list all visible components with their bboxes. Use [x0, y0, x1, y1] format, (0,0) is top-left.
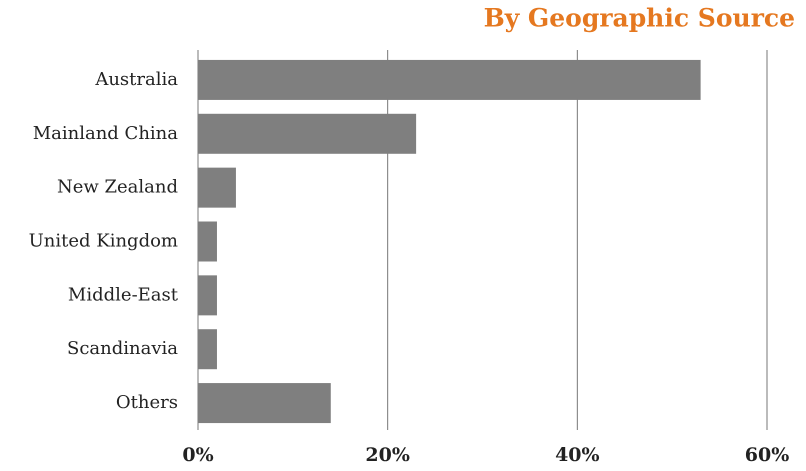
- bar: [198, 59, 701, 100]
- x-tick-label: 0%: [182, 444, 213, 466]
- x-tick-label: 60%: [745, 444, 790, 466]
- bar: [198, 167, 236, 208]
- bar: [198, 221, 217, 262]
- y-tick-label: New Zealand: [57, 177, 178, 198]
- y-tick-label: Australia: [94, 69, 178, 90]
- bar: [198, 383, 331, 424]
- bar: [198, 275, 217, 316]
- y-tick-label: Others: [116, 392, 178, 413]
- y-tick-label: Middle-East: [68, 284, 179, 305]
- y-tick-label: Scandinavia: [67, 338, 178, 359]
- chart-title: By Geographic Source: [484, 4, 795, 33]
- x-tick-label: 20%: [365, 444, 410, 466]
- bar: [198, 113, 417, 154]
- y-tick-label: United Kingdom: [29, 231, 178, 252]
- x-tick-label: 40%: [555, 444, 600, 466]
- y-tick-label: Mainland China: [33, 123, 179, 144]
- bar: [198, 329, 217, 370]
